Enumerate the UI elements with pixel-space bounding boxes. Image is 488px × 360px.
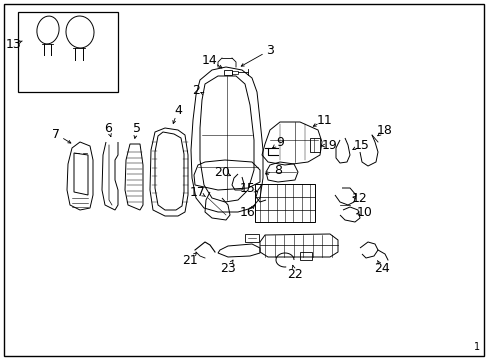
Text: 2: 2 — [192, 84, 200, 96]
Text: 20: 20 — [214, 166, 229, 179]
Text: 12: 12 — [351, 192, 367, 204]
Bar — [254, 184, 314, 222]
Text: 13: 13 — [6, 37, 22, 50]
Bar — [299, 252, 311, 260]
Text: 17: 17 — [190, 185, 205, 198]
Bar — [18, 12, 118, 92]
Text: 23: 23 — [220, 261, 235, 275]
Text: 18: 18 — [376, 123, 392, 136]
Text: 7: 7 — [52, 127, 60, 140]
Text: 1: 1 — [473, 342, 479, 352]
Text: 11: 11 — [317, 113, 332, 126]
Text: 5: 5 — [133, 122, 141, 135]
Text: 21: 21 — [182, 253, 198, 266]
Text: 19: 19 — [322, 139, 337, 152]
Text: 14: 14 — [202, 54, 218, 67]
Text: 22: 22 — [286, 267, 302, 280]
Text: 3: 3 — [265, 44, 273, 57]
Text: 8: 8 — [273, 163, 282, 176]
Text: 15: 15 — [240, 181, 255, 194]
Bar — [224, 70, 231, 75]
Bar — [244, 234, 259, 242]
Text: 16: 16 — [240, 206, 255, 219]
Text: 6: 6 — [104, 122, 112, 135]
Bar — [309, 138, 319, 152]
Bar — [231, 71, 238, 74]
Text: 24: 24 — [373, 261, 389, 275]
Text: 4: 4 — [174, 104, 182, 117]
Text: 15: 15 — [353, 139, 369, 152]
Text: 9: 9 — [276, 135, 284, 149]
Text: 10: 10 — [356, 206, 372, 219]
